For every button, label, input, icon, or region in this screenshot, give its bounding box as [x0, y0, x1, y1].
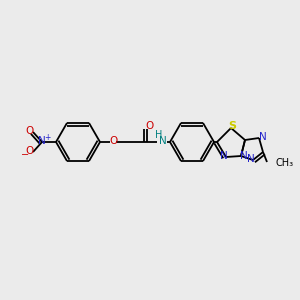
- Text: N: N: [259, 132, 267, 142]
- Text: N: N: [247, 154, 255, 164]
- Text: H: H: [155, 130, 163, 140]
- Text: N: N: [220, 151, 228, 161]
- Text: O: O: [146, 121, 154, 131]
- Text: O: O: [109, 136, 117, 146]
- Text: S: S: [228, 121, 236, 131]
- Text: CH₃: CH₃: [275, 158, 293, 168]
- Text: O: O: [26, 126, 34, 136]
- Text: N: N: [240, 151, 248, 161]
- Text: N: N: [38, 136, 46, 146]
- Text: +: +: [44, 133, 51, 142]
- Text: O: O: [26, 146, 34, 156]
- Text: −: −: [21, 150, 29, 160]
- Text: N: N: [159, 136, 167, 146]
